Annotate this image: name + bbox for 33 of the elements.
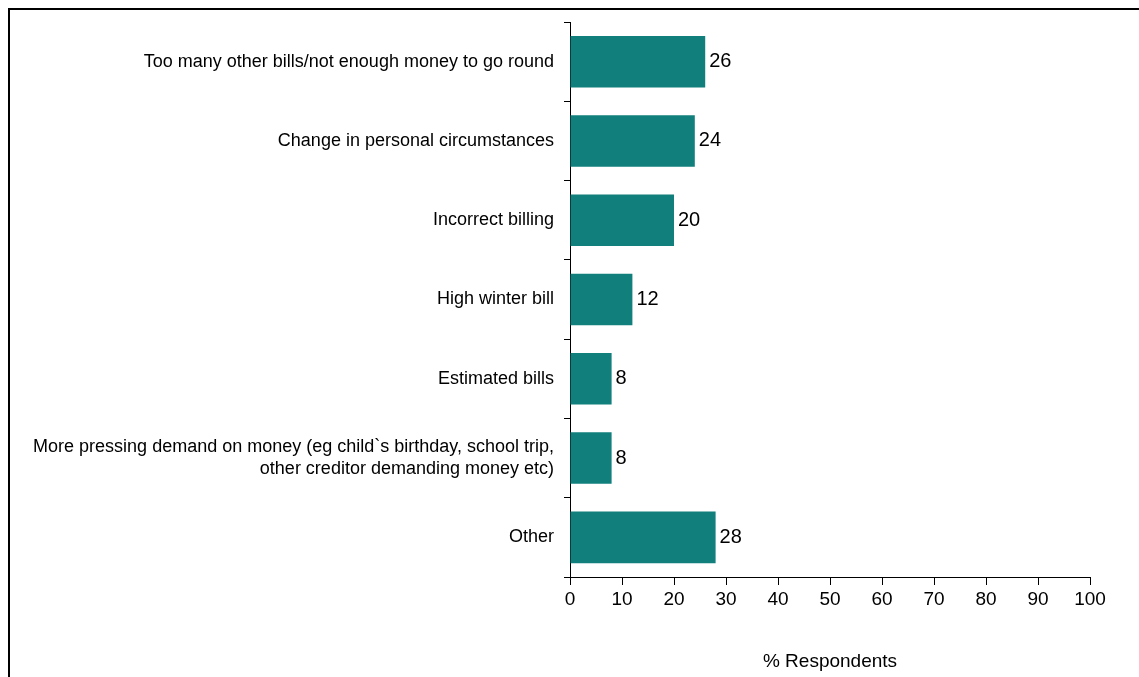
data-label: 12 [636,287,659,310]
x-tick-label: 0 [564,587,576,609]
data-label: 28 [719,524,742,547]
y-tick-label: High winter bill [436,288,554,309]
bar [570,35,706,88]
x-axis-title: % Respondents [762,649,898,671]
x-tick-label: 30 [715,587,737,609]
data-label: 26 [709,49,732,72]
y-tick-label: Other [508,526,554,547]
x-tick-label: 20 [663,587,685,609]
y-tick-label: Estimated bills [437,367,554,388]
bar [570,511,716,564]
data-label: 8 [615,366,627,389]
bar [570,194,674,246]
bar [570,432,612,484]
bar [570,273,633,326]
data-label: 24 [698,128,722,151]
bar [570,353,612,405]
x-tick-label: 90 [1027,587,1049,609]
x-tick-label: 60 [871,587,893,609]
x-tick-label: 50 [819,587,841,609]
bar [570,115,695,167]
data-label: 20 [678,207,701,230]
x-tick-label: 100 [1074,587,1106,609]
y-tick-label: Too many other bills/not enough money to go round [143,50,554,71]
data-label: 8 [615,445,627,468]
y-tick-label: More pressing demand on money (eg child`s birthday, school trip, other creditor demanding money etc) [33,436,554,478]
x-tick-label: 80 [975,587,997,609]
x-tick-label: 40 [767,587,789,609]
x-tick-label: 70 [923,587,945,609]
y-tick-label: Change in personal circumstances [277,129,554,150]
y-tick-label: Incorrect billing [432,209,554,230]
x-tick-label: 10 [611,587,633,609]
